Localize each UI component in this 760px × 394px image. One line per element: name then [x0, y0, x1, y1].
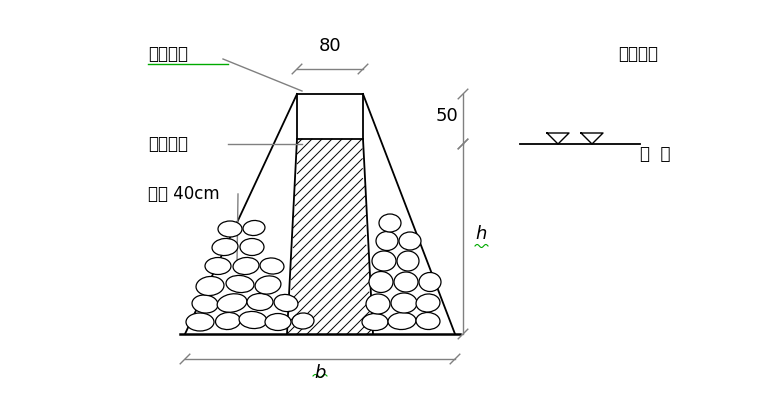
Ellipse shape [192, 295, 218, 313]
Ellipse shape [255, 276, 281, 294]
Text: 水  位: 水 位 [640, 145, 670, 163]
Ellipse shape [397, 251, 419, 271]
Ellipse shape [212, 238, 238, 256]
Ellipse shape [218, 221, 242, 237]
Ellipse shape [186, 313, 214, 331]
Text: 宽度 40cm: 宽度 40cm [148, 185, 220, 203]
Ellipse shape [216, 312, 240, 329]
Ellipse shape [419, 273, 441, 292]
Ellipse shape [240, 238, 264, 255]
Ellipse shape [362, 314, 388, 331]
Ellipse shape [376, 232, 398, 251]
Ellipse shape [239, 311, 267, 329]
Ellipse shape [366, 294, 390, 314]
Ellipse shape [233, 257, 259, 275]
Ellipse shape [274, 294, 298, 312]
Text: h: h [475, 225, 486, 243]
Ellipse shape [372, 251, 396, 271]
Ellipse shape [226, 275, 254, 293]
Text: 防渗心墙: 防渗心墙 [148, 135, 188, 153]
Ellipse shape [391, 293, 417, 313]
Ellipse shape [205, 258, 231, 275]
Text: 50: 50 [435, 107, 458, 125]
Ellipse shape [247, 294, 273, 310]
Ellipse shape [243, 221, 265, 236]
Ellipse shape [379, 214, 401, 232]
Text: 围堰顶高: 围堰顶高 [618, 45, 658, 63]
Ellipse shape [265, 314, 291, 331]
Ellipse shape [369, 271, 393, 292]
Text: b: b [315, 364, 326, 382]
Ellipse shape [217, 294, 247, 312]
Ellipse shape [394, 272, 418, 292]
Ellipse shape [292, 313, 314, 329]
Ellipse shape [416, 294, 440, 312]
Text: 80: 80 [318, 37, 341, 55]
Ellipse shape [399, 232, 421, 250]
Ellipse shape [260, 258, 284, 274]
Text: 草包叠排: 草包叠排 [148, 45, 188, 63]
Ellipse shape [416, 312, 440, 329]
Ellipse shape [388, 312, 416, 329]
Ellipse shape [196, 277, 224, 296]
